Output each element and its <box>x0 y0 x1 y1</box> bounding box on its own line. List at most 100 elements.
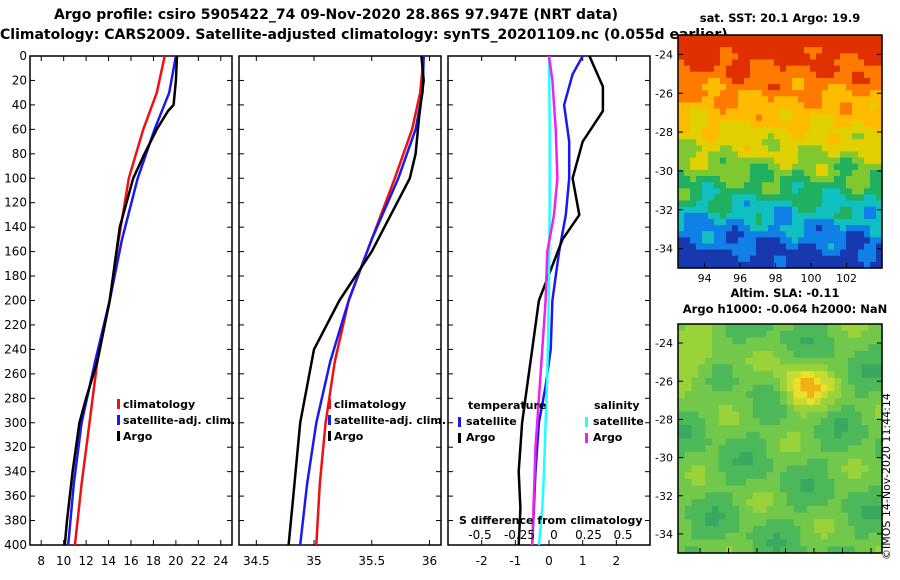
sst-map-cell <box>852 120 859 128</box>
sst-map-cell <box>774 212 781 220</box>
series-line-salinity-satellite <box>537 55 551 546</box>
sst-map-cell <box>756 41 763 48</box>
sst-map-cell <box>762 108 769 116</box>
sst-map-cell <box>804 108 811 116</box>
sst-map-cell <box>816 84 823 91</box>
sla-map-cell <box>875 485 883 493</box>
sla-map-cell <box>705 337 713 345</box>
sst-map-cell <box>828 151 835 159</box>
sst-map-cell <box>708 176 715 183</box>
sla-map-cell <box>684 425 693 433</box>
sst-map-cell <box>744 225 751 232</box>
sst-map-cell <box>756 261 763 269</box>
sst-map-cell <box>870 96 877 104</box>
sst-map-cell <box>768 71 775 79</box>
sla-map-cell <box>793 458 801 467</box>
sla-map-cell <box>834 371 842 379</box>
sla-map-cell <box>800 519 808 527</box>
sst-map-cell <box>798 249 805 257</box>
sst-map-cell <box>732 182 739 189</box>
sst-map-cell <box>870 41 877 48</box>
sst-map-cell <box>762 255 769 263</box>
sst-map-cell <box>840 151 847 159</box>
sla-map-cell <box>678 404 686 413</box>
sla-map-cell <box>786 377 795 386</box>
sst-map-cell <box>756 231 763 238</box>
sst-map-cell <box>690 212 697 220</box>
sla-map-cell <box>684 404 693 413</box>
sla-map-cell <box>725 539 733 547</box>
sst-map-cell <box>696 261 703 269</box>
sst-map-cell <box>702 145 709 153</box>
map-ytick-label: -24 <box>655 48 673 61</box>
sla-map-cell <box>746 458 754 467</box>
sst-map-cell <box>702 35 709 42</box>
sla-map-cell <box>746 472 754 480</box>
sst-map-cell <box>810 255 817 263</box>
sla-map-cell <box>725 398 733 406</box>
sla-map-cell <box>739 485 747 493</box>
sla-map-cell <box>875 458 883 467</box>
sst-map-cell <box>690 200 697 208</box>
sst-map-cell <box>840 65 847 73</box>
sst-map-cell <box>720 194 727 202</box>
sst-map-cell <box>738 35 745 42</box>
sla-map-cell <box>800 350 808 359</box>
sla-map-cell <box>684 418 693 426</box>
sla-map-cell <box>834 384 842 392</box>
sla-map-cell <box>827 384 835 392</box>
sst-map-cell <box>852 139 859 146</box>
sla-map-cell <box>834 546 842 554</box>
sst-map-cell <box>696 212 703 220</box>
xtick-label: 2 <box>613 554 621 568</box>
sst-map-cell <box>678 59 685 67</box>
sst-map-cell <box>834 231 841 238</box>
sla-map-cell <box>827 350 835 359</box>
sst-map-cell <box>840 77 847 85</box>
sst-map-cell <box>810 206 817 214</box>
sst-map-cell <box>726 157 733 165</box>
sst-map-cell <box>852 231 859 238</box>
sla-map-cell <box>766 371 774 379</box>
sst-map-cell <box>798 218 805 226</box>
sst-map-cell <box>840 90 847 97</box>
sst-map-cell <box>816 249 823 257</box>
sst-map-cell <box>792 249 799 257</box>
sla-map-cell <box>718 404 727 413</box>
sst-map-cell <box>702 188 709 196</box>
sst-map-cell <box>726 243 733 251</box>
sla-map-cell <box>786 431 795 440</box>
sla-map-cell <box>814 532 822 541</box>
sla-map-cell <box>793 337 801 345</box>
sla-map-cell <box>875 411 883 419</box>
sst-map-cell <box>726 206 733 214</box>
sla-map-cell <box>861 438 869 446</box>
sla-map-cell <box>841 505 849 514</box>
sla-map-cell <box>684 499 693 507</box>
sst-map-cell <box>768 212 775 220</box>
sst-map-cell <box>768 182 775 189</box>
sla-map-cell <box>732 438 740 446</box>
sla-map-cell <box>766 492 774 500</box>
sla-map-cell <box>780 425 788 433</box>
sla-map-cell <box>759 478 767 487</box>
sst-map-cell <box>810 157 817 165</box>
sla-map-cell <box>820 398 829 406</box>
sst-map-cell <box>732 102 739 110</box>
sst-map-cell <box>816 188 823 196</box>
ytick-label: 340 <box>4 465 27 479</box>
sla-map-cell <box>698 458 706 467</box>
sst-map-cell <box>738 59 745 67</box>
sla-map-cell <box>786 519 795 527</box>
sst-map-cell <box>810 169 817 177</box>
sst-map-cell <box>816 163 823 171</box>
sla-map-cell <box>746 478 754 487</box>
sst-map-cell <box>744 206 751 214</box>
sla-map-cell <box>875 478 883 487</box>
sst-map-cell <box>768 237 775 245</box>
sla-map-cell <box>773 377 781 386</box>
sst-map-cell <box>858 139 865 146</box>
sla-map-cell <box>854 344 863 352</box>
sla-map-cell <box>725 431 733 440</box>
sst-map-cell <box>852 77 859 85</box>
